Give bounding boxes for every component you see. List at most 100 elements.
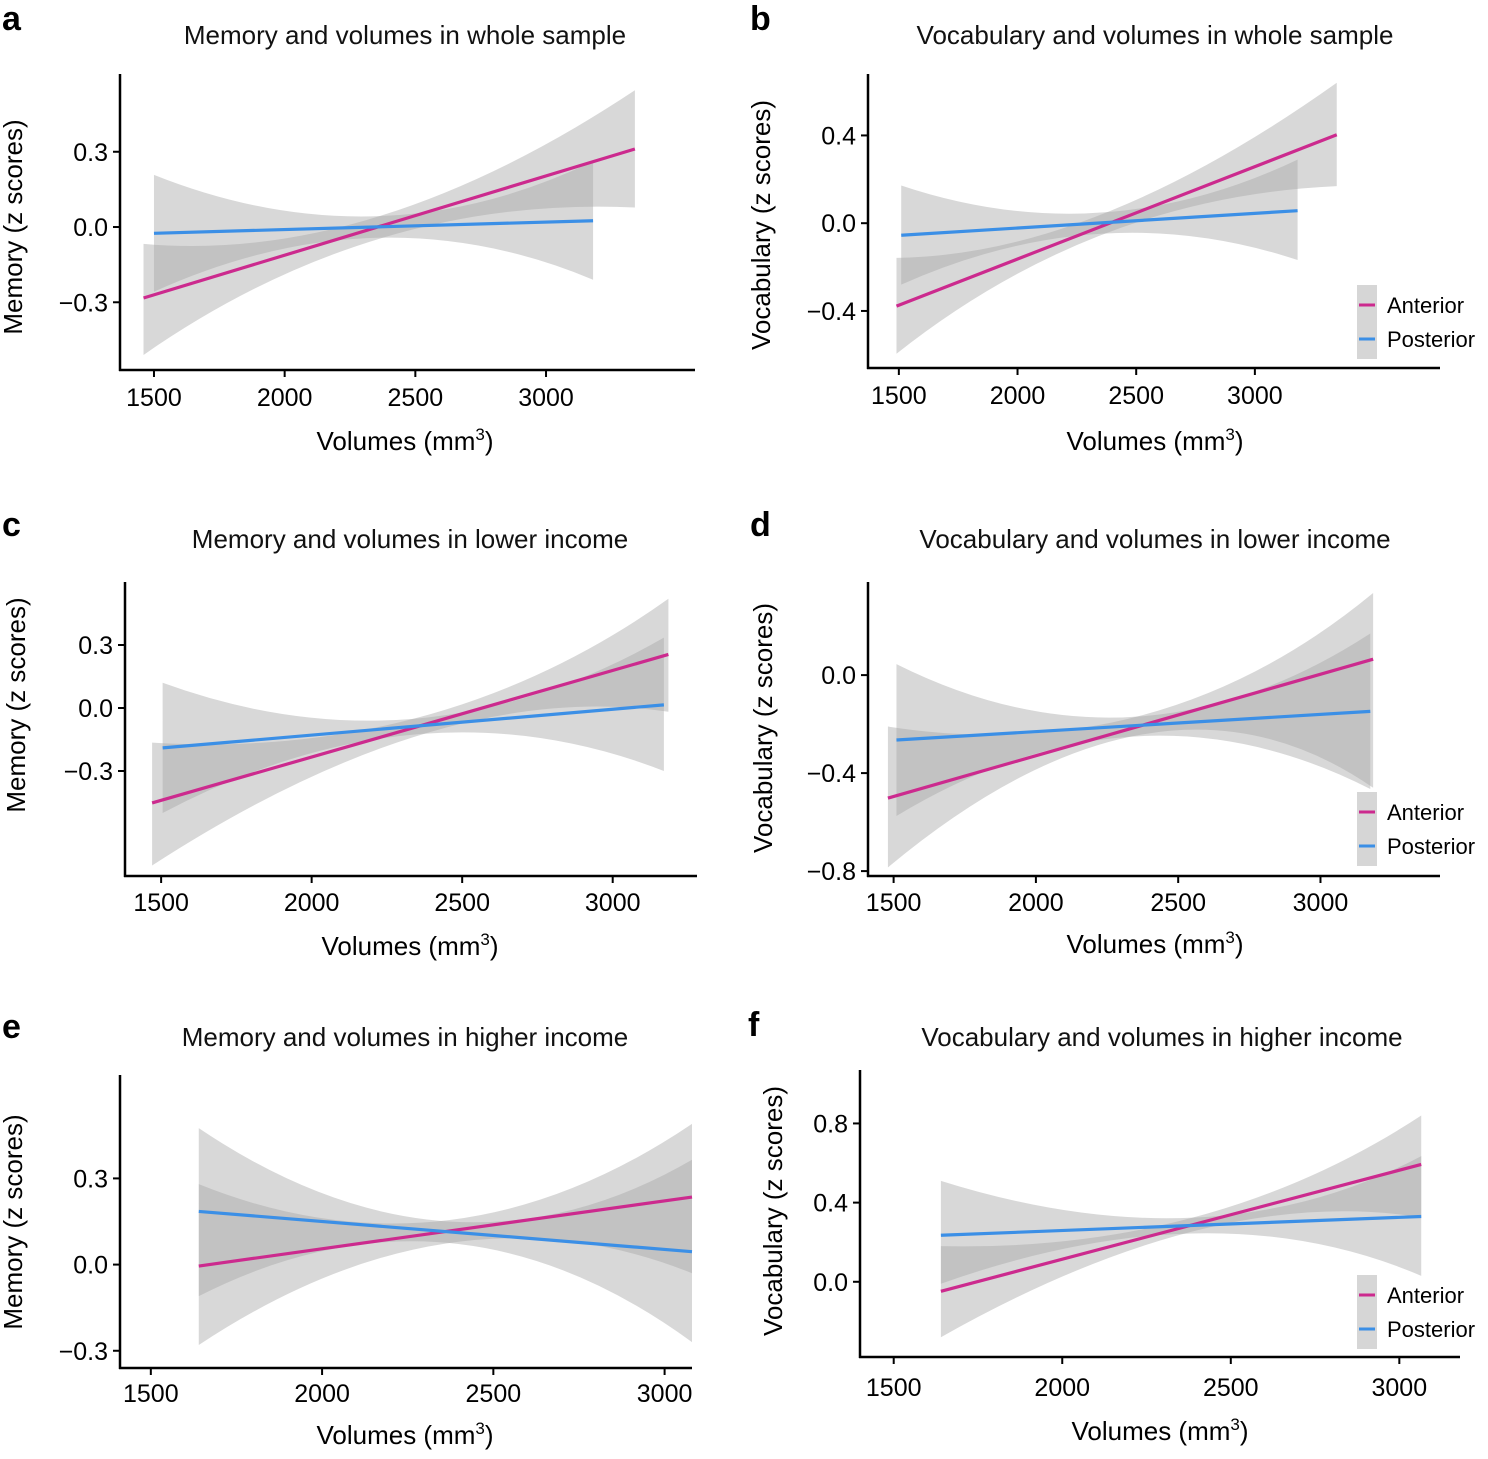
y-tick-label: 0.8 — [813, 1110, 848, 1138]
x-tick-label: 3000 — [637, 1380, 693, 1408]
x-axis-label: Volumes (mm3) — [1071, 1415, 1248, 1446]
y-tick-label: 0.3 — [73, 1165, 108, 1193]
x-tick-label: 2500 — [434, 889, 490, 917]
chart-title: Memory and volumes in lower income — [192, 524, 628, 554]
y-tick-label: 0.3 — [73, 139, 108, 167]
panel-c: 1500 2000 2500 3000 −0.3 0.0 0.3 c Memory and vo… — [1, 506, 697, 961]
panel-a: 1500 2000 2500 3000 −0.3 0.0 0.3 a Memory and vo… — [0, 0, 695, 456]
x-axis-label-main: Volumes (mm — [1066, 929, 1225, 959]
panel-e: 1500 2000 2500 3000 −0.3 0.0 0.3 e Memory and vo… — [0, 1008, 692, 1450]
x-axis-label-superscript: 3 — [1225, 928, 1234, 947]
y-tick-label: 0.0 — [78, 695, 113, 723]
legend-band-swatch — [1357, 792, 1377, 866]
confidence-band-anterior — [152, 598, 669, 866]
x-tick-label: 2500 — [1150, 889, 1206, 917]
x-axis-label: Volumes (mm3) — [1066, 928, 1243, 959]
x-tick-label: 2500 — [1203, 1374, 1259, 1402]
x-axis-label-main: Volumes (mm — [316, 1420, 475, 1450]
panel-letter: a — [2, 0, 22, 38]
regression-line-posterior — [901, 209, 1298, 237]
confidence-band-anterior — [896, 82, 1337, 354]
panel-letter: c — [2, 506, 21, 544]
confidence-band-posterior — [198, 1128, 692, 1343]
y-tick-label: −0.3 — [59, 1338, 108, 1366]
x-tick-label: 3000 — [1372, 1374, 1428, 1402]
x-axis-label-main: Volumes (mm — [1071, 1416, 1230, 1446]
x-tick-label: 1500 — [871, 382, 927, 410]
x-axis-label-end: ) — [485, 426, 494, 456]
x-tick-label: 2000 — [257, 384, 313, 412]
x-tick-label: 1500 — [133, 889, 189, 917]
x-axis-label: Volumes (mm3) — [321, 930, 498, 961]
x-axis-label: Volumes (mm3) — [316, 1419, 493, 1450]
y-tick-label: 0.0 — [73, 214, 108, 242]
y-axis-label: Memory (z scores) — [0, 1114, 28, 1329]
legend-label-anterior: Anterior — [1387, 1283, 1464, 1308]
x-axis-label-end: ) — [1235, 929, 1244, 959]
regression-line-anterior — [151, 652, 669, 805]
x-axis-label-superscript: 3 — [475, 1419, 484, 1438]
x-axis-label-main: Volumes (mm — [316, 426, 475, 456]
legend-label-posterior: Posterior — [1387, 1317, 1475, 1342]
regression-line-anterior — [143, 147, 636, 300]
legend: Anterior Posterior — [1357, 285, 1475, 359]
y-tick-label: 0.0 — [821, 662, 856, 690]
legend: Anterior Posterior — [1357, 1275, 1475, 1349]
y-tick-label: −0.3 — [64, 758, 113, 786]
x-axis-label-end: ) — [1235, 426, 1244, 456]
y-axis-label: Vocabulary (z scores) — [748, 603, 778, 853]
x-tick-label: 1500 — [126, 384, 182, 412]
confidence-band-anterior — [198, 1123, 692, 1346]
panel-f: 1500 2000 2500 3000 0.0 0.4 0.8 f Vocabulary and… — [748, 1006, 1475, 1446]
chart-title: Memory and volumes in whole sample — [184, 20, 626, 50]
x-tick-label: 2500 — [466, 1380, 522, 1408]
x-axis-label-end: ) — [485, 1420, 494, 1450]
x-tick-label: 2000 — [1008, 889, 1064, 917]
regression-line-posterior — [896, 709, 1371, 742]
x-axis-label: Volumes (mm3) — [1066, 425, 1243, 456]
y-tick-label: 0.4 — [821, 122, 856, 150]
x-axis-label: Volumes (mm3) — [316, 425, 493, 456]
legend-label-posterior: Posterior — [1387, 327, 1475, 352]
x-axis-label-superscript: 3 — [480, 930, 489, 949]
x-tick-label: 2500 — [388, 384, 444, 412]
panel-b: 1500 2000 2500 3000 −0.4 0.0 0.4 b Vocabulary an… — [746, 0, 1475, 456]
legend-label-anterior: Anterior — [1387, 800, 1464, 825]
y-axis-label: Memory (z scores) — [0, 119, 28, 334]
panel-d: 1500 2000 2500 3000 −0.8 −0.4 0.0 d Vocabulary a… — [748, 506, 1475, 959]
regression-line-posterior — [162, 703, 665, 750]
legend-label-anterior: Anterior — [1387, 293, 1464, 318]
x-tick-label: 1500 — [123, 1380, 179, 1408]
y-tick-label: −0.3 — [59, 289, 108, 317]
y-tick-label: 0.0 — [813, 1269, 848, 1297]
x-tick-label: 3000 — [1227, 382, 1283, 410]
x-axis-label-main: Volumes (mm — [321, 931, 480, 961]
panel-letter: f — [748, 1006, 760, 1044]
x-tick-label: 2000 — [284, 889, 340, 917]
regression-line-anterior — [887, 657, 1374, 800]
y-tick-label: 0.0 — [821, 210, 856, 238]
y-axis-label: Vocabulary (z scores) — [758, 1086, 788, 1336]
chart-title: Vocabulary and volumes in whole sample — [917, 20, 1394, 50]
x-tick-label: 3000 — [585, 889, 641, 917]
x-axis-label-end: ) — [1240, 1416, 1249, 1446]
x-axis-label-main: Volumes (mm — [1066, 426, 1225, 456]
legend-band-swatch — [1357, 285, 1377, 359]
x-axis-label-superscript: 3 — [1230, 1415, 1239, 1434]
y-axis-label: Vocabulary (z scores) — [746, 100, 776, 350]
regression-line-posterior — [940, 1214, 1422, 1237]
x-tick-label: 3000 — [1293, 889, 1349, 917]
x-axis-label-superscript: 3 — [1225, 425, 1234, 444]
panel-letter: d — [750, 506, 771, 544]
x-tick-label: 2000 — [1034, 1374, 1090, 1402]
chart-title: Vocabulary and volumes in lower income — [919, 524, 1390, 554]
regression-line-anterior — [940, 1162, 1422, 1293]
y-tick-label: −0.8 — [807, 858, 856, 886]
chart-title: Memory and volumes in higher income — [182, 1022, 629, 1052]
y-tick-label: 0.0 — [73, 1252, 108, 1280]
x-tick-label: 1500 — [866, 1374, 922, 1402]
panel-letter: e — [2, 1008, 21, 1046]
x-axis-label-end: ) — [490, 931, 499, 961]
y-axis-label: Memory (z scores) — [1, 597, 31, 812]
